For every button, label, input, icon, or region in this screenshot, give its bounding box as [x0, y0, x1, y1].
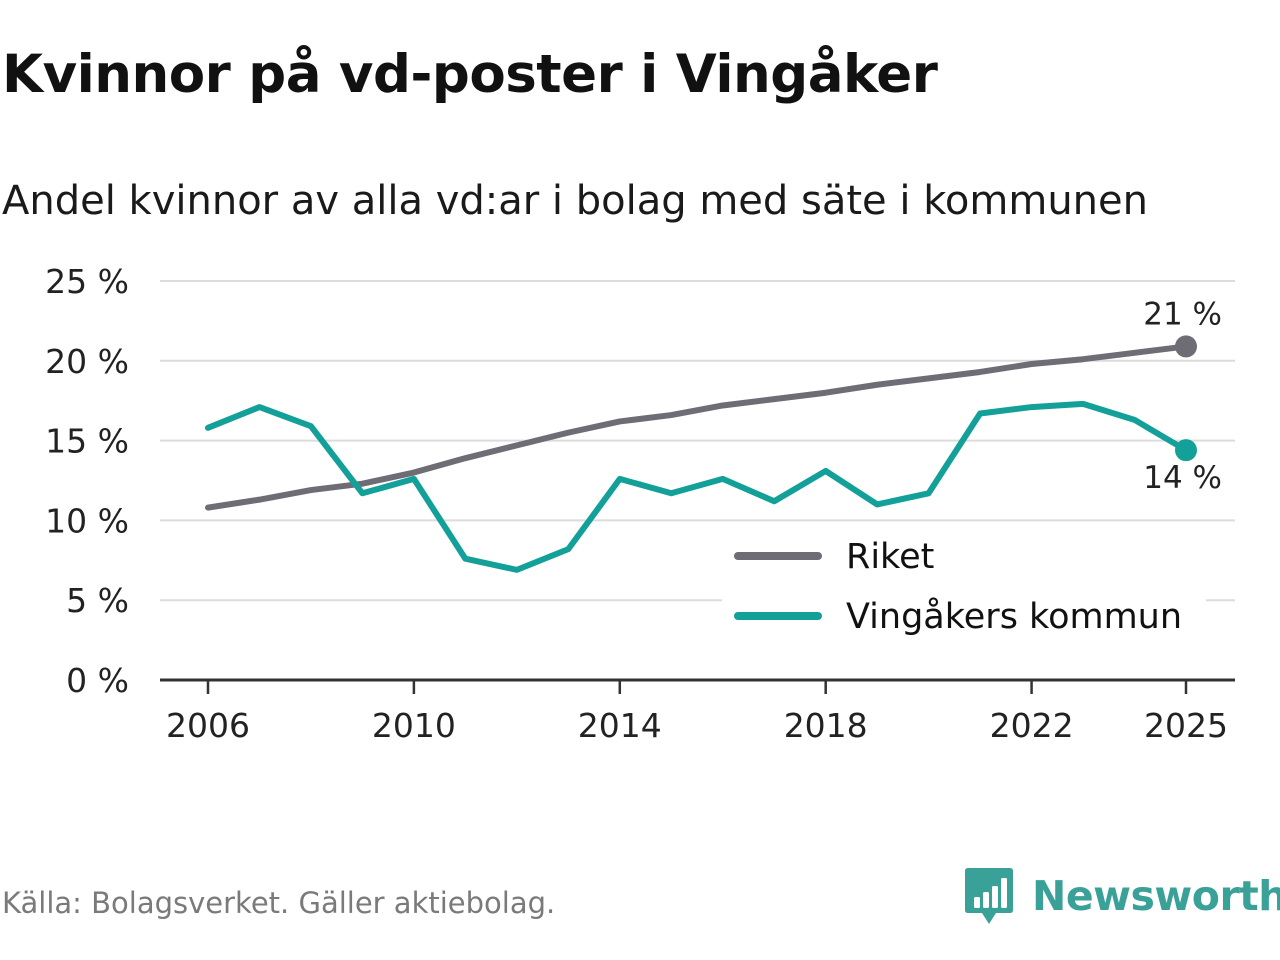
newsworthy-logo-icon	[965, 868, 1013, 924]
series-line-vingaker	[205, 400, 1189, 573]
x-tick-label: 2006	[166, 706, 250, 745]
x-tick-label: 2010	[372, 706, 456, 745]
y-tick-label: 0 %	[66, 661, 129, 700]
end-point-marker	[1175, 439, 1197, 462]
end-point-marker	[1175, 335, 1197, 358]
x-tick-label: 2018	[784, 706, 868, 745]
chart-subtitle: Andel kvinnor av alla vd:ar i bolag med …	[2, 178, 1148, 224]
series-line-riket	[205, 343, 1189, 511]
brand-logo[interactable]: Newsworthy	[964, 866, 1280, 926]
x-tick-label: 2014	[578, 706, 662, 745]
source-note: Källa: Bolagsverket. Gäller aktiebolag.	[2, 886, 556, 920]
end-labels: 21 % 14 %	[1143, 296, 1222, 496]
y-tick-label: 5 %	[66, 581, 129, 620]
y-tick-label: 20 %	[45, 342, 129, 381]
legend-label: Vingåkers kommun	[846, 596, 1182, 637]
end-value-label: 21 %	[1143, 296, 1222, 332]
end-value-label: 14 %	[1143, 460, 1222, 496]
legend-label: Riket	[846, 537, 934, 577]
brand-name: Newsworthy	[1032, 872, 1280, 920]
y-tick-label: 25 %	[45, 262, 129, 301]
y-tick-label: 10 %	[45, 501, 129, 540]
y-tick-label: 15 %	[45, 422, 129, 461]
series-lines	[205, 335, 1197, 573]
x-tick-label: 2025	[1144, 706, 1228, 745]
x-tick-label: 2022	[990, 706, 1074, 745]
chart-title: Kvinnor på vd-poster i Vingåker	[2, 44, 938, 105]
y-axis-ticks: 0 % 5 % 10 % 15 % 20 % 25 %	[45, 262, 129, 700]
legend-background	[722, 522, 1206, 642]
x-axis: 2006 2010 2014 2018 2022 2025	[160, 678, 1235, 745]
legend: Riket Vingåkers kommun	[722, 522, 1206, 642]
